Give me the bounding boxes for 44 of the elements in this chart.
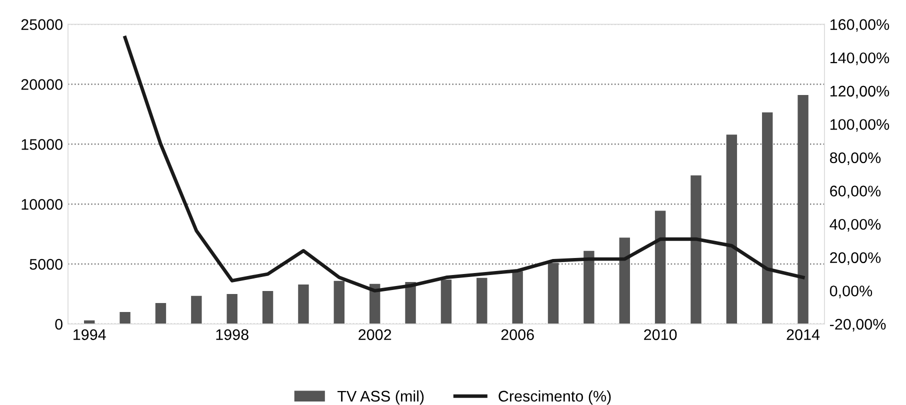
bar xyxy=(155,303,166,324)
x-tick-label: 1994 xyxy=(74,329,106,340)
bar xyxy=(262,291,274,324)
bar xyxy=(440,280,452,324)
bar xyxy=(690,175,702,324)
line-series xyxy=(123,36,805,292)
bar xyxy=(619,238,630,324)
bar xyxy=(191,296,202,324)
y2-tick-label: 160,00% xyxy=(830,19,890,32)
bar xyxy=(762,112,773,324)
y-tick-label: 0 xyxy=(55,318,62,330)
y-tick-label: 5000 xyxy=(30,258,62,270)
bar xyxy=(512,271,523,324)
y2-tick-label: 80,00% xyxy=(830,152,881,165)
y2-tick-label: 120,00% xyxy=(830,86,890,98)
y-tick-label: 15000 xyxy=(22,139,62,150)
y2-tick-label: 20,00% xyxy=(830,252,881,265)
bar xyxy=(334,280,345,324)
x-tick-label: 2010 xyxy=(644,329,677,340)
bar xyxy=(226,294,238,324)
y2-tick-label: 60,00% xyxy=(830,186,881,198)
bar xyxy=(548,262,559,324)
x-tick-label: 2002 xyxy=(358,329,392,340)
y2-tick-label: 40,00% xyxy=(830,218,881,232)
bar xyxy=(726,134,738,324)
bar xyxy=(584,250,594,324)
x-tick-label: 2006 xyxy=(501,329,534,340)
y2-tick-label: 0,00% xyxy=(830,286,872,298)
y2-tick-label: 100,00% xyxy=(830,119,890,132)
y-tick-label: 20000 xyxy=(21,79,62,90)
y-tick-label: 25000 xyxy=(21,19,62,30)
legend-label: TV ASS (mil) xyxy=(337,390,424,405)
legend-label: Crescimento (%) xyxy=(498,390,611,405)
y2-tick-label: -20,00% xyxy=(830,318,886,332)
bar xyxy=(405,282,416,324)
bar xyxy=(798,95,808,324)
y2-tick-label: 140,00% xyxy=(830,52,890,66)
bar xyxy=(298,284,309,324)
bar xyxy=(654,210,666,324)
y-tick-label: 10000 xyxy=(22,198,62,210)
bar xyxy=(120,312,130,324)
bar xyxy=(476,278,488,324)
x-tick-label: 2014 xyxy=(786,329,820,340)
x-tick-label: 1998 xyxy=(216,329,248,340)
